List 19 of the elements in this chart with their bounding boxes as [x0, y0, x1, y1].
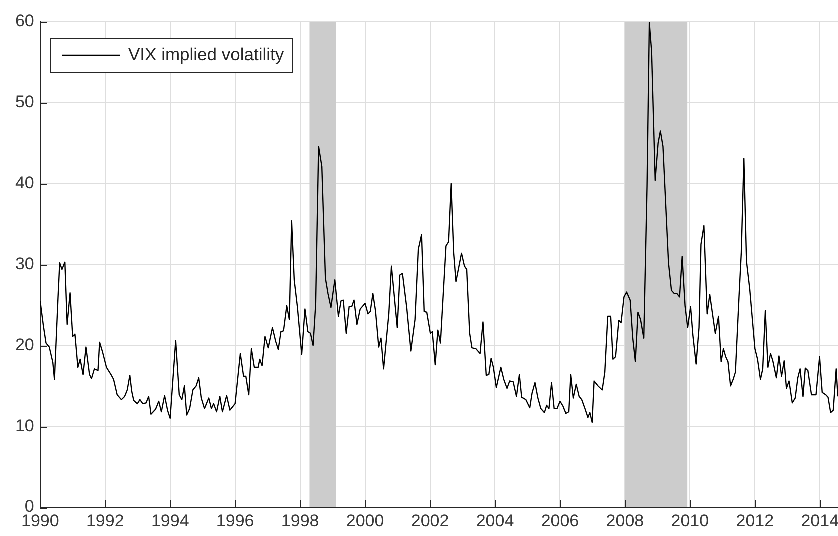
y-tick-label: 30: [15, 254, 34, 274]
x-tick-label: 2000: [346, 511, 384, 530]
x-tick-label: 2010: [671, 511, 710, 530]
x-tick-label: 2006: [541, 511, 580, 530]
y-tick-label: 10: [15, 416, 34, 436]
x-tick-label: 1998: [281, 511, 320, 530]
y-tick-label: 40: [15, 174, 34, 193]
x-tick-label: 1992: [86, 511, 124, 530]
y-tick-label: 60: [15, 12, 34, 31]
x-tick-label: 1996: [216, 511, 254, 530]
legend-label: VIX implied volatility: [128, 44, 284, 64]
x-tick-label: 2004: [476, 511, 514, 530]
x-tick-label: 2002: [411, 511, 450, 530]
y-tick-label: 20: [15, 335, 34, 354]
x-tick-label: 1994: [151, 511, 190, 530]
x-tick-label: 1990: [21, 511, 60, 530]
x-tick-label: 2008: [606, 511, 644, 530]
x-tick-label: 2012: [736, 511, 774, 530]
y-tick-label: 50: [15, 92, 34, 112]
